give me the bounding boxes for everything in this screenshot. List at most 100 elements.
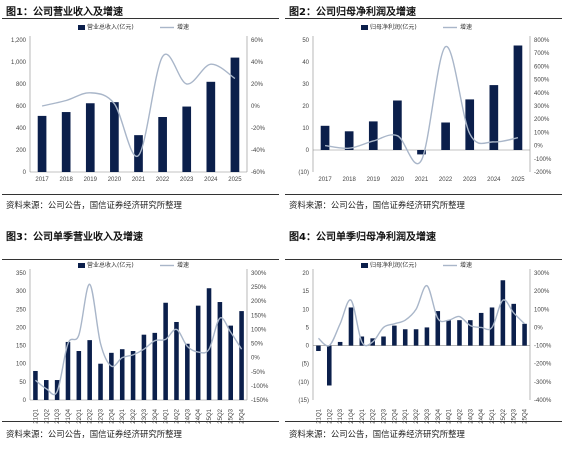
y2-tick-label: 0% <box>251 356 260 362</box>
y-tick-label: 1,000 <box>11 60 27 66</box>
y-tick-label: 1,200 <box>11 38 27 44</box>
x-tick-label: 2019 <box>84 177 98 183</box>
legend-line-label: 增速 <box>460 261 472 269</box>
bar-23Q1 <box>119 349 125 400</box>
x-tick-label: 21Q1 <box>33 408 39 423</box>
x-tick-label: 22Q1 <box>360 408 366 423</box>
bar-23Q4 <box>152 332 158 400</box>
y-tick-label: 0 <box>23 398 27 404</box>
bar-2020 <box>393 100 402 150</box>
x-tick-label: 25Q1 <box>207 408 213 423</box>
x-tick-label: 22Q3 <box>382 408 388 423</box>
growth-line <box>324 45 519 165</box>
y2-tick-label: 200% <box>534 117 550 123</box>
bar-2017 <box>37 115 47 172</box>
figure-1-chart: 0 200 400 600 800 1,000 1,200 -60% -40% -20% 0% 20%… <box>11 23 266 183</box>
figure-4-top-rule <box>285 259 562 260</box>
figure-1-bottom-rule <box>2 194 279 195</box>
y-tick-label: 50 <box>302 38 309 44</box>
legend-bar-swatch <box>361 25 368 30</box>
bar-2018 <box>61 112 71 172</box>
x-tick-label: 25Q4 <box>523 408 529 423</box>
x-tick-label: 22Q1 <box>77 408 83 423</box>
x-tick-label: 24Q4 <box>479 408 485 423</box>
y-tick-label: 30 <box>302 82 309 88</box>
legend-bar-swatch <box>361 263 368 268</box>
x-tick-label: 23Q2 <box>414 408 420 423</box>
legend-bar-swatch <box>78 25 85 30</box>
bar-21Q4 <box>65 341 71 400</box>
x-tick-label: 2017 <box>35 177 49 183</box>
y-tick-label: 250 <box>16 307 27 313</box>
bar-23Q4 <box>435 311 441 346</box>
x-tick-label: 25Q2 <box>501 408 507 423</box>
bar-22Q1 <box>76 351 82 400</box>
x-tick-label: 25Q2 <box>218 408 224 423</box>
y2-tick-label: 0% <box>251 104 260 110</box>
bar-24Q2 <box>457 320 462 346</box>
x-tick-label: 24Q2 <box>174 408 180 423</box>
x-tick-label: 22Q2 <box>371 408 377 423</box>
x-tick-label: 2022 <box>439 177 453 183</box>
y2-tick-label: -200% <box>534 170 552 176</box>
y2-tick-label: -20% <box>251 126 266 132</box>
figure-1-panel: 图1：公司营业收入及增速 0 200 400 600 800 1,000 1,200 -60%… <box>0 0 283 224</box>
bar-2023 <box>465 99 475 150</box>
bar-2021 <box>417 150 426 155</box>
legend-line-label: 增速 <box>177 23 189 31</box>
x-tick-label: 24Q3 <box>185 408 191 423</box>
y2-tick-label: -300% <box>534 380 552 386</box>
bar-2024 <box>206 81 216 172</box>
y-tick-label: 5 <box>306 325 310 331</box>
y-tick-label: 20 <box>302 104 309 110</box>
x-tick-label: 2022 <box>156 177 170 183</box>
x-tick-label: 2018 <box>342 177 356 183</box>
y-tick-label: 40 <box>302 60 309 66</box>
y2-tick-label: 40% <box>251 60 264 66</box>
x-tick-label: 21Q2 <box>327 408 333 423</box>
y2-tick-label: -50% <box>251 370 266 376</box>
legend-line-label: 增速 <box>177 261 189 269</box>
x-tick-label: 2019 <box>367 177 381 183</box>
y2-tick-label: 300% <box>534 271 550 277</box>
x-tick-label: 2020 <box>108 177 122 183</box>
y2-tick-label: 400% <box>534 91 550 97</box>
figure-3-source: 资料来源：公司公告，国信证券经济研究所整理 <box>6 429 182 439</box>
legend-line-label: 增速 <box>460 23 472 31</box>
y-tick-label: (10) <box>298 170 309 176</box>
y-tick-label: 20 <box>302 271 309 277</box>
y-tick-label: 0 <box>306 344 310 350</box>
legend-bar-label: 营业总收入(亿元) <box>87 261 134 269</box>
y-tick-label: 800 <box>16 82 27 88</box>
x-tick-label: 22Q3 <box>99 408 105 423</box>
x-tick-label: 24Q3 <box>468 408 474 423</box>
y2-tick-label: 200% <box>534 289 550 295</box>
figure-3-top-rule <box>2 259 279 260</box>
growth-line <box>317 284 526 347</box>
y2-tick-label: -100% <box>251 384 269 390</box>
bar-2018 <box>344 131 354 150</box>
figure-3-chart: 0 50 100 150 200 250 300 350 -150% -100% -50% 0% 50%… <box>16 261 269 424</box>
figure-2-top-rule <box>285 18 562 19</box>
figure-1-source: 资料来源：公司公告，国信证券经济研究所整理 <box>6 200 182 210</box>
x-tick-label: 23Q1 <box>403 408 409 423</box>
bar-2025 <box>513 45 523 150</box>
x-tick-label: 2025 <box>511 177 525 183</box>
legend-bar-label: 营业总收入(亿元) <box>87 23 134 31</box>
growth-line <box>41 53 236 157</box>
figure-3-bottom-rule <box>2 421 279 422</box>
bar-24Q4 <box>195 305 201 400</box>
x-tick-label: 2023 <box>463 177 477 183</box>
bar-23Q3 <box>424 327 430 346</box>
y2-tick-label: 300% <box>251 271 267 277</box>
bar-24Q1 <box>163 302 168 400</box>
x-tick-label: 21Q2 <box>44 408 50 423</box>
y2-tick-label: -400% <box>534 398 552 404</box>
figure-2-bottom-rule <box>285 194 562 195</box>
x-tick-label: 24Q2 <box>457 408 463 423</box>
y2-tick-label: 20% <box>251 82 264 88</box>
y-tick-label: 0 <box>23 170 27 176</box>
y2-tick-label: 800% <box>534 38 550 44</box>
bar-21Q1 <box>316 345 321 352</box>
bar-22Q2 <box>87 340 92 400</box>
